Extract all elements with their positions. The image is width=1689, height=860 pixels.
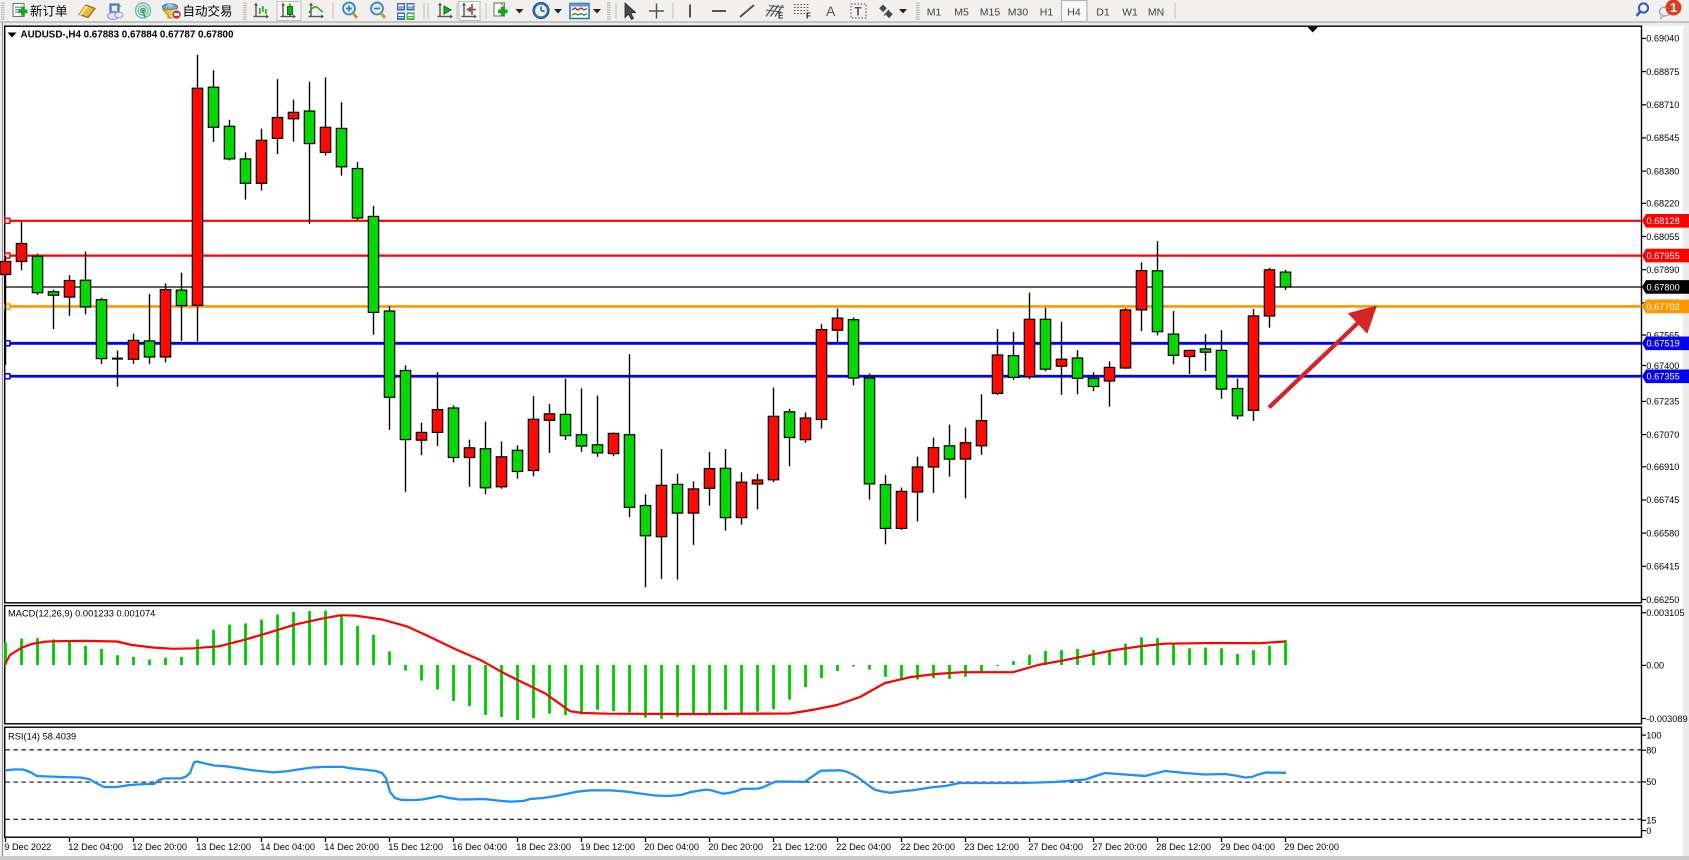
- svg-text:MN: MN: [1148, 7, 1164, 19]
- svg-text:0.66415: 0.66415: [1646, 562, 1679, 572]
- svg-text:18 Dec 23:00: 18 Dec 23:00: [516, 842, 571, 852]
- svg-text:29 Dec 20:00: 29 Dec 20:00: [1284, 842, 1339, 852]
- svg-text:M5: M5: [954, 7, 969, 19]
- svg-text:新订单: 新订单: [30, 4, 68, 19]
- svg-text:27 Dec 04:00: 27 Dec 04:00: [1028, 842, 1083, 852]
- svg-text:0.67519: 0.67519: [1647, 339, 1680, 349]
- svg-text:M30: M30: [1008, 7, 1029, 19]
- svg-text:A: A: [826, 3, 836, 19]
- svg-text:0: 0: [1646, 826, 1651, 836]
- svg-text:0.68710: 0.68710: [1646, 100, 1679, 110]
- svg-text:22 Dec 20:00: 22 Dec 20:00: [900, 842, 955, 852]
- svg-text:0.69040: 0.69040: [1646, 34, 1679, 44]
- svg-text:0.66250: 0.66250: [1646, 595, 1679, 605]
- svg-text:28 Dec 12:00: 28 Dec 12:00: [1156, 842, 1211, 852]
- svg-text:80: 80: [1646, 746, 1656, 756]
- svg-text:22 Dec 04:00: 22 Dec 04:00: [836, 842, 891, 852]
- svg-text:21 Dec 12:00: 21 Dec 12:00: [772, 842, 827, 852]
- svg-text:15 Dec 12:00: 15 Dec 12:00: [388, 842, 443, 852]
- svg-text:H1: H1: [1040, 7, 1054, 19]
- svg-text:19 Dec 12:00: 19 Dec 12:00: [580, 842, 635, 852]
- svg-text:13 Dec 12:00: 13 Dec 12:00: [196, 842, 251, 852]
- svg-text:0.68055: 0.68055: [1646, 232, 1679, 242]
- svg-text:20 Dec 20:00: 20 Dec 20:00: [708, 842, 763, 852]
- svg-text:E: E: [778, 12, 784, 21]
- svg-text:0.00: 0.00: [1646, 661, 1664, 671]
- svg-text:0.67565: 0.67565: [1646, 330, 1679, 340]
- svg-text:12 Dec 04:00: 12 Dec 04:00: [68, 842, 123, 852]
- svg-text:1: 1: [1670, 1, 1677, 15]
- svg-text:15: 15: [1646, 816, 1656, 826]
- svg-text:0.67400: 0.67400: [1646, 361, 1679, 371]
- svg-text:100: 100: [1646, 730, 1661, 740]
- svg-text:14 Dec 20:00: 14 Dec 20:00: [324, 842, 379, 852]
- svg-text:M1: M1: [927, 7, 942, 19]
- svg-text:0.68128: 0.68128: [1647, 216, 1680, 226]
- svg-text:0.68220: 0.68220: [1646, 199, 1679, 209]
- svg-text:W1: W1: [1122, 7, 1138, 19]
- svg-text:D1: D1: [1096, 7, 1110, 19]
- svg-text:0.66745: 0.66745: [1646, 495, 1679, 505]
- svg-text:0.003105: 0.003105: [1646, 608, 1684, 618]
- svg-text:0.67800: 0.67800: [1647, 282, 1680, 292]
- svg-text:-0.003089: -0.003089: [1646, 714, 1687, 724]
- svg-text:H4: H4: [1067, 7, 1081, 19]
- svg-text:0.66910: 0.66910: [1646, 462, 1679, 472]
- svg-text:29 Dec 04:00: 29 Dec 04:00: [1220, 842, 1275, 852]
- svg-text:0.67702: 0.67702: [1647, 302, 1680, 312]
- svg-text:M15: M15: [980, 7, 1001, 19]
- svg-text:50: 50: [1646, 777, 1656, 787]
- svg-text:12 Dec 20:00: 12 Dec 20:00: [132, 842, 187, 852]
- svg-text:0.67890: 0.67890: [1646, 265, 1679, 275]
- svg-text:23 Dec 12:00: 23 Dec 12:00: [964, 842, 1019, 852]
- svg-text:自动交易: 自动交易: [183, 4, 233, 19]
- svg-text:AUDUSD-,H4 0.67883 0.67884 0.: AUDUSD-,H4 0.67883 0.67884 0.67787 0.678…: [21, 30, 235, 41]
- svg-text:0.67070: 0.67070: [1646, 430, 1679, 440]
- svg-text:0.68380: 0.68380: [1646, 166, 1679, 176]
- svg-text:0.67355: 0.67355: [1647, 372, 1680, 382]
- svg-text:0.68545: 0.68545: [1646, 133, 1679, 143]
- svg-text:16 Dec 04:00: 16 Dec 04:00: [452, 842, 507, 852]
- svg-text:0.68875: 0.68875: [1646, 67, 1679, 77]
- svg-text:T: T: [855, 7, 862, 19]
- svg-text:RSI(14) 58.4039: RSI(14) 58.4039: [8, 731, 76, 741]
- svg-text:0.66580: 0.66580: [1646, 528, 1679, 538]
- svg-text:20 Dec 04:00: 20 Dec 04:00: [644, 842, 699, 852]
- svg-text:27 Dec 20:00: 27 Dec 20:00: [1092, 842, 1147, 852]
- svg-text:14 Dec 04:00: 14 Dec 04:00: [260, 842, 315, 852]
- svg-text:MACD(12,26,9) 0.001233 0.00107: MACD(12,26,9) 0.001233 0.001074: [8, 609, 155, 619]
- svg-text:0.67235: 0.67235: [1646, 397, 1679, 407]
- svg-text:9 Dec 2022: 9 Dec 2022: [4, 842, 51, 852]
- svg-text:0.67955: 0.67955: [1647, 251, 1680, 261]
- svg-text:F: F: [806, 12, 811, 21]
